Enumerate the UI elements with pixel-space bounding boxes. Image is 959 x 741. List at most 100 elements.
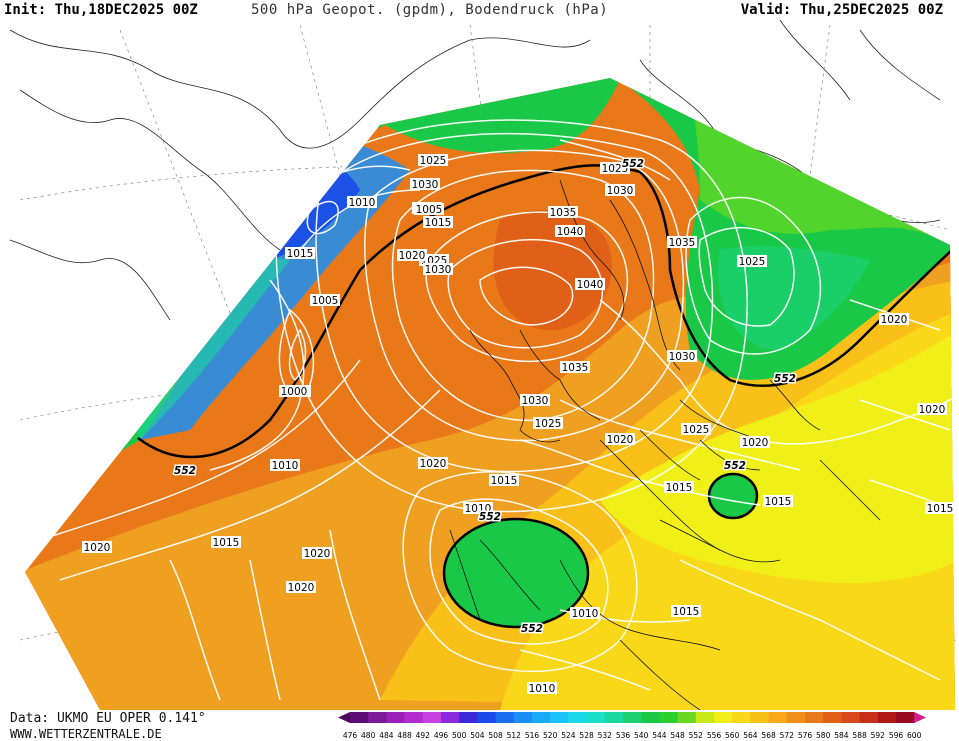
isobar-label-bg xyxy=(418,154,448,166)
colorbar-swatch xyxy=(404,712,424,723)
isobar-label: 1020 xyxy=(742,437,769,449)
geopotential-label: 552 xyxy=(622,158,644,170)
isobar-label: 1020 xyxy=(420,458,447,470)
low-greece-552 xyxy=(707,472,759,520)
valid-time-label: Valid: Thu,25DEC2025 00Z xyxy=(740,2,943,18)
isobar-label-bg xyxy=(270,459,300,471)
colorbar-swatch xyxy=(786,712,806,723)
isobar-label: 1020 xyxy=(399,250,426,262)
isobar-label-bg xyxy=(347,196,377,208)
colorbar-tick-label: 516 xyxy=(525,731,540,740)
isobar-label-bg xyxy=(520,394,550,406)
isobar-label-bg xyxy=(917,403,947,415)
low-iberia-552 xyxy=(442,517,590,629)
isobar-label-bg xyxy=(570,607,600,619)
init-time-label: Init: Thu,18DEC2025 00Z xyxy=(4,2,198,18)
colorbar-swatch xyxy=(477,712,497,723)
isobar-label: 1035 xyxy=(562,362,589,374)
isobar-label: 1010 xyxy=(572,608,599,620)
isobar-label-bg xyxy=(605,433,635,445)
isobar-label: 1015 xyxy=(765,496,792,508)
isobar-label-bg xyxy=(397,249,427,261)
colorbar-tick-label: 560 xyxy=(725,731,740,740)
weather-map-svg: 1000 1005 1010 1010 1015 1015 1025 1030 1035 1040… xyxy=(0,19,959,710)
colorbar-tick-label: 492 xyxy=(416,731,431,740)
isobar-label: 1030 xyxy=(669,351,696,363)
isobar-label-bg xyxy=(286,581,316,593)
isobar-label: 1040 xyxy=(577,279,604,291)
isobar-label-bg xyxy=(82,541,112,553)
colorbar-tick-label: 596 xyxy=(889,731,904,740)
isobar-label: 1025 xyxy=(420,155,447,167)
isobar-label-bg xyxy=(310,294,340,306)
colorbar-arrow-right xyxy=(914,712,927,723)
colorbar-tick-label: 476 xyxy=(343,731,358,740)
isobar-label-bg xyxy=(681,423,711,435)
colorbar-swatch xyxy=(350,712,369,723)
colorbar-tick-label: 524 xyxy=(561,731,576,740)
isobar-label-bg xyxy=(489,474,519,486)
isobar-label: 1030 xyxy=(425,264,452,276)
isobar-label-bg xyxy=(548,206,578,218)
isobar-label-bg xyxy=(463,502,493,514)
isobar-label-bg xyxy=(667,236,697,248)
colorbar-tick-label: 512 xyxy=(507,731,522,740)
colorbar-tick-label: 592 xyxy=(871,731,886,740)
isobar-label-bg xyxy=(667,350,697,362)
isobar-label: 1020 xyxy=(607,434,634,446)
isobar-label: 1015 xyxy=(673,606,700,618)
colorbar-tick-label: 576 xyxy=(798,731,813,740)
isobar-label-bg xyxy=(664,481,694,493)
isobar-label: 1015 xyxy=(287,248,314,260)
colorbar-tick-label: 544 xyxy=(652,731,667,740)
isobar-label-bg xyxy=(737,255,767,267)
isobar-label-bg xyxy=(410,178,440,190)
colorbar-swatch xyxy=(513,712,533,723)
isobar-label-bg xyxy=(925,502,955,514)
colorbar-tick-label: 580 xyxy=(816,731,831,740)
weather-map: 1000 1005 1010 1010 1015 1015 1025 1030 1035 1040… xyxy=(0,19,959,710)
isobar-label: 1010 xyxy=(529,683,556,695)
colorbar-swatch xyxy=(568,712,588,723)
colorbar-swatch xyxy=(368,712,387,723)
colorbar-swatch xyxy=(823,712,842,723)
geopotential-labels: 552 552 552 552 552 552 xyxy=(173,157,798,637)
isobar-label: 1020 xyxy=(304,548,331,560)
geopotential-label: 552 xyxy=(774,373,796,385)
isobar-label-bg xyxy=(527,682,557,694)
isobar-label-bg xyxy=(555,225,585,237)
isobar-label: 1020 xyxy=(84,542,111,554)
isobar-label: 1040 xyxy=(557,226,584,238)
colorbar-swatch xyxy=(714,712,733,723)
isobar-label: 1020 xyxy=(288,582,315,594)
geopotential-label: 552 xyxy=(174,465,196,477)
isobar-label-bg xyxy=(423,263,453,275)
isobar-label: 1025 xyxy=(683,424,710,436)
isobar-label: 1010 xyxy=(349,197,376,209)
isobar-label-bg xyxy=(575,278,605,290)
isobar-label-bg xyxy=(211,536,241,548)
colorbar-tick-label: 588 xyxy=(852,731,867,740)
isobar-label-bg xyxy=(740,436,770,448)
isobar-label-bg xyxy=(763,495,793,507)
isobar-label-bg xyxy=(423,216,453,228)
colorbar-tick-label: 564 xyxy=(743,731,758,740)
colorbar-tick-label: 504 xyxy=(470,731,485,740)
isobar-label-bg xyxy=(605,184,635,196)
isobar-label-bg xyxy=(285,247,315,259)
colorbar-tick-label: 480 xyxy=(361,731,376,740)
colorbar-tick-label: 500 xyxy=(452,731,467,740)
colorbar-tick-label: 520 xyxy=(543,731,558,740)
isobar-label: 1025 xyxy=(739,256,766,268)
isobar-label: 1020 xyxy=(919,404,946,416)
colorbar-swatch xyxy=(768,712,788,723)
geopotential-label: 552 xyxy=(724,460,746,472)
isobar-label: 1010 xyxy=(272,460,299,472)
colorbar-swatch xyxy=(459,712,478,723)
colorbar-swatch xyxy=(641,712,660,723)
isobar-label-bg xyxy=(302,547,332,559)
colorbar-swatch xyxy=(532,712,551,723)
colorbar-tick-label: 508 xyxy=(488,731,503,740)
colorbar-swatch xyxy=(841,712,861,723)
colorbar-swatch xyxy=(495,712,515,723)
